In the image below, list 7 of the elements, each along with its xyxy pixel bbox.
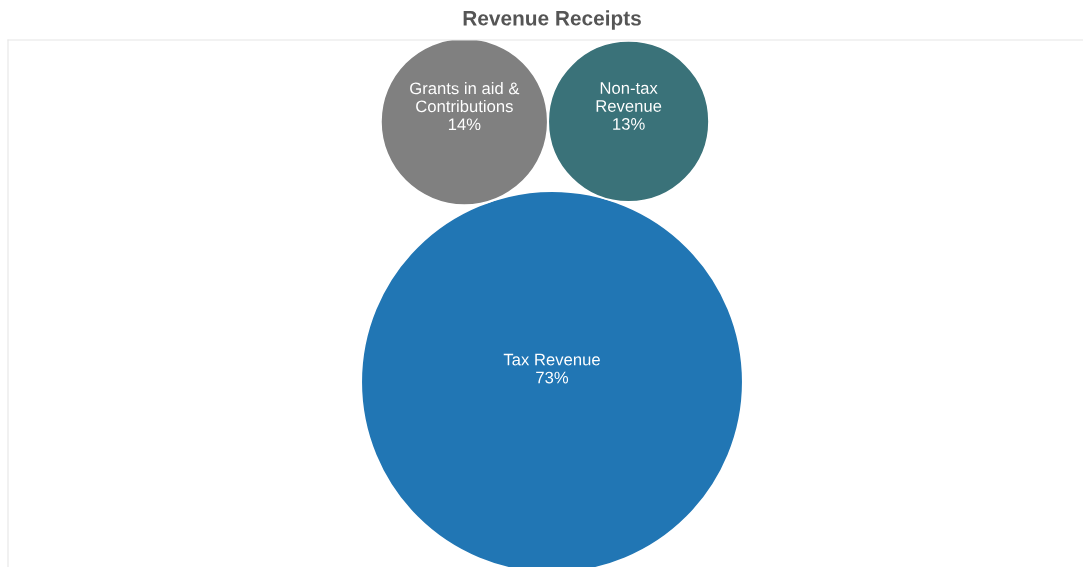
category-label: Non-tax Revenue [596, 82, 662, 112]
category-label: Grants in aid & Contributions [410, 82, 520, 113]
data-label: 14% [448, 118, 481, 131]
category-label: Tax Revenue [503, 353, 600, 366]
data-label: 13% [613, 118, 645, 130]
data-label: 73% [536, 371, 569, 384]
text: Revenue Receipts [463, 10, 641, 30]
